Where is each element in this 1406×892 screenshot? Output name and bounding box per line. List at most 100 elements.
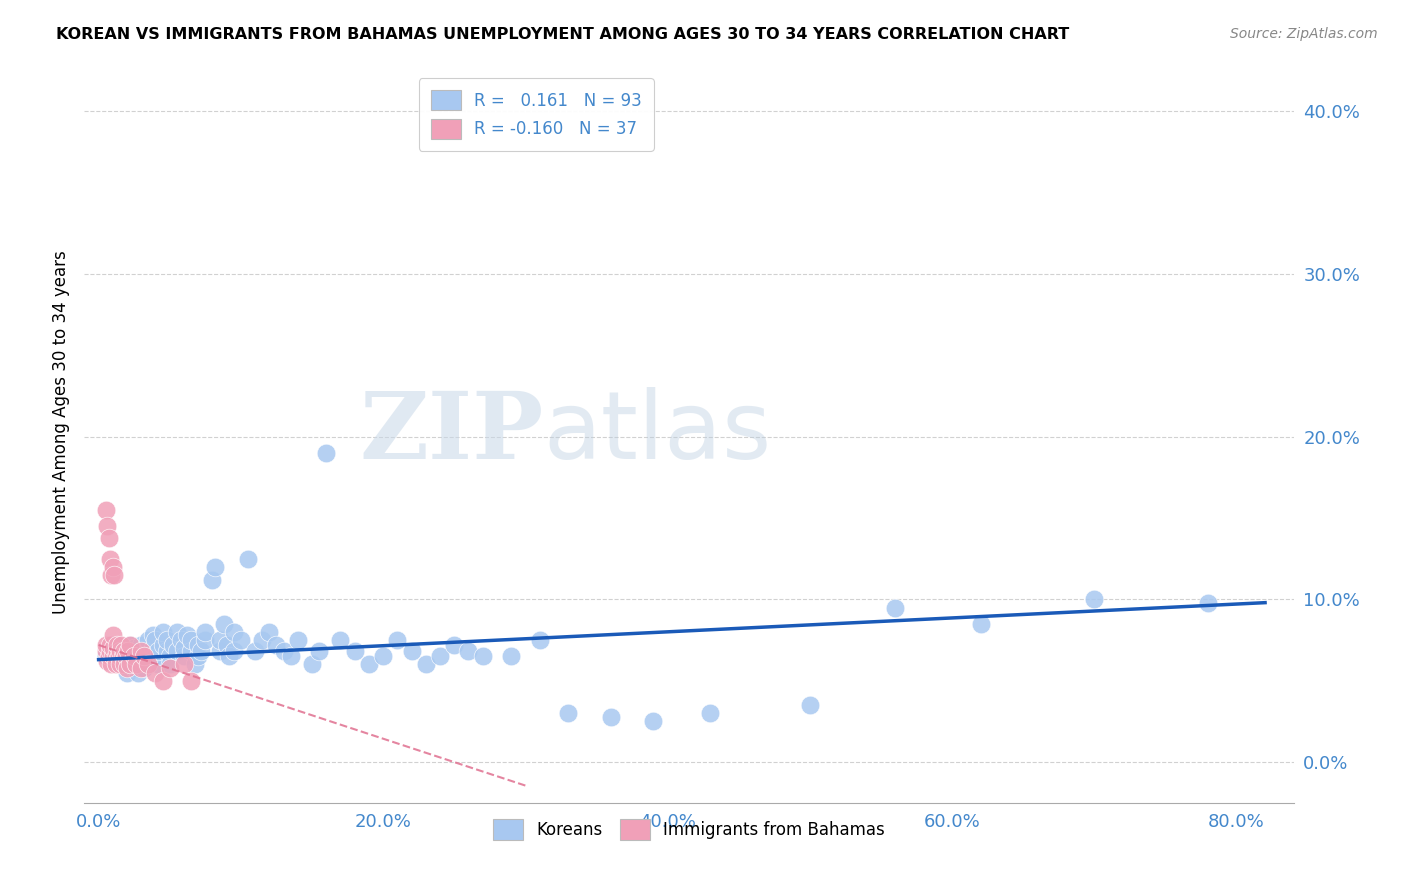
Point (132, 661, 155, 675)
Point (159, 649, 181, 664)
Text: Source: ZipAtlas.com: Source: ZipAtlas.com (1230, 27, 1378, 41)
Point (194, 633, 217, 648)
Point (371, 649, 394, 664)
Point (308, 644, 330, 658)
Point (110, 638, 132, 652)
Point (457, 644, 479, 658)
Point (101, 649, 124, 664)
Point (212, 616, 235, 631)
Point (699, 706, 721, 721)
Point (145, 665, 167, 680)
Point (152, 673, 174, 688)
Point (1083, 592, 1105, 607)
Point (415, 657, 437, 672)
Point (471, 649, 494, 664)
Point (273, 644, 295, 658)
Point (112, 644, 135, 658)
Point (114, 649, 136, 664)
Point (243, 644, 266, 658)
Point (118, 657, 141, 672)
Point (152, 624, 174, 639)
Point (180, 633, 202, 648)
Point (176, 628, 198, 642)
Point (138, 644, 160, 658)
Point (96, 654, 118, 668)
Point (222, 644, 245, 658)
Point (643, 714, 665, 729)
Legend: Koreans, Immigrants from Bahamas: Koreans, Immigrants from Bahamas (486, 813, 891, 847)
Point (108, 644, 131, 658)
Point (194, 624, 217, 639)
Point (104, 657, 127, 672)
Point (401, 644, 423, 658)
Point (329, 633, 352, 648)
Point (138, 657, 160, 672)
Point (101, 628, 124, 642)
Point (108, 657, 131, 672)
Point (215, 638, 238, 652)
Point (156, 644, 179, 658)
Point (156, 633, 179, 648)
Point (287, 633, 309, 648)
Point (138, 633, 160, 648)
Point (100, 568, 122, 582)
Point (159, 661, 181, 675)
Point (315, 446, 337, 460)
Point (145, 649, 167, 664)
Point (132, 649, 155, 664)
Text: KOREAN VS IMMIGRANTS FROM BAHAMAS UNEMPLOYMENT AMONG AGES 30 TO 34 YEARS CORRELA: KOREAN VS IMMIGRANTS FROM BAHAMAS UNEMPL… (56, 27, 1070, 42)
Point (969, 616, 991, 631)
Point (250, 633, 273, 648)
Point (118, 657, 141, 672)
Point (118, 638, 141, 652)
Point (1197, 596, 1219, 610)
Point (122, 641, 145, 656)
Point (529, 633, 551, 648)
Point (103, 568, 125, 582)
Point (129, 661, 152, 675)
Point (142, 628, 165, 642)
Point (301, 657, 323, 672)
Point (204, 559, 226, 574)
Point (127, 644, 149, 658)
Point (104, 649, 127, 664)
Point (142, 641, 165, 656)
Point (94, 644, 117, 658)
Point (138, 657, 160, 672)
Point (115, 661, 138, 675)
Point (97, 649, 120, 664)
Point (94, 649, 117, 664)
Point (101, 649, 124, 664)
Point (115, 665, 138, 680)
Point (184, 657, 207, 672)
Text: atlas: atlas (544, 386, 772, 479)
Point (343, 644, 366, 658)
Point (101, 641, 124, 656)
Point (173, 657, 195, 672)
Point (187, 638, 209, 652)
Point (152, 638, 174, 652)
Point (266, 638, 288, 652)
Point (208, 644, 231, 658)
Point (173, 641, 195, 656)
Point (166, 624, 188, 639)
Point (187, 649, 209, 664)
Point (115, 644, 138, 658)
Point (122, 649, 145, 664)
Point (162, 638, 184, 652)
Point (501, 649, 523, 664)
Point (98, 644, 121, 658)
Point (443, 638, 465, 652)
Text: ZIP: ZIP (360, 388, 544, 477)
Point (122, 649, 145, 664)
Point (111, 649, 134, 664)
Point (799, 698, 821, 713)
Point (97, 531, 120, 545)
Point (108, 644, 131, 658)
Point (222, 624, 245, 639)
Point (112, 657, 135, 672)
Point (173, 649, 195, 664)
Point (129, 649, 152, 664)
Point (357, 657, 380, 672)
Point (127, 665, 149, 680)
